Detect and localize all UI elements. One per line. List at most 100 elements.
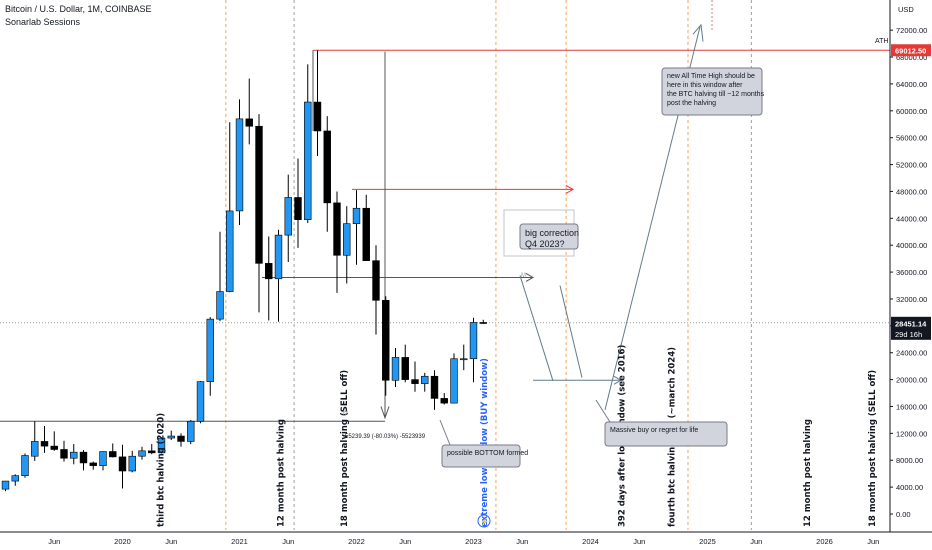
candle-body [51,446,58,449]
candle-body [178,436,185,441]
y-tick-label: 52000.00 [896,161,927,170]
x-tick-label: 2021 [231,537,248,546]
y-tick-label: 64000.00 [896,80,927,89]
candle-body [168,436,175,438]
candle-body [363,208,370,260]
y-tick-label: 48000.00 [896,187,927,196]
vertical-label: 12 month post halving [276,419,286,527]
candle-body [197,382,204,422]
y-tick-label: 40000.00 [896,241,927,250]
candle-body [236,119,243,211]
candle-body [90,463,97,466]
y-tick-label: 32000.00 [896,295,927,304]
y-tick-label: 24000.00 [896,349,927,358]
y-tick-label: 60000.00 [896,107,927,116]
x-tick-label: Jun [867,537,879,546]
candle-body [421,376,428,383]
buy-callout-box [605,422,727,446]
candle-body [343,224,350,256]
candle-body [285,197,292,235]
candle-body [314,102,321,131]
candle-body [324,131,331,203]
candle-body [41,441,48,446]
candle-body [119,457,126,471]
candle-body [470,322,477,358]
candle-body [480,322,487,323]
candle-body [382,300,389,380]
last-price-label: 28451.14 [895,319,927,328]
candle-body [109,452,116,457]
ath-badge-label: 69012.50 [895,47,926,56]
buy-callout-text: Massive buy or regret for life [610,427,698,434]
candle-body [256,126,263,263]
candle-body [100,452,107,466]
lightning-icon: ⚡ [480,517,489,526]
y-tick-label: 56000.00 [896,134,927,143]
x-tick-label: Jun [750,537,762,546]
ath-window-callout-text: post the halving [667,100,716,107]
y-tick-label: 0.00 [896,510,911,519]
annotations: big correctionQ4 2023? new All Time High … [343,68,765,527]
candle-body [392,357,399,380]
candle-body [451,359,458,403]
candle-body [217,292,224,320]
vertical-labels: third btc halving (2020) 12 month post ha… [156,345,878,527]
x-tick-label: Jun [165,537,177,546]
candle-body [460,359,467,360]
candle-body [61,449,68,458]
candle-body [265,263,272,278]
vertical-label: third btc halving (2020) [156,413,166,527]
candle-body [304,102,311,220]
candle-body [373,261,380,301]
correction-callout-text: big correction [525,228,579,238]
vertical-label: 18 month post halving (SELL off) [868,370,878,527]
ath-window-callout-text: the BTC halving till ~12 months [667,91,765,98]
candle-body [22,456,29,476]
ath-name: ATH [875,38,888,45]
candles [2,50,487,491]
chart-title: Bitcoin / U.S. Dollar, 1M, COINBASE [5,4,152,14]
candle-body [12,476,19,481]
candle-body [412,380,419,384]
indicator-name: Sonarlab Sessions [5,17,80,27]
ath-window-callout-text: new All Time High should be [667,73,755,80]
x-tick-label: 2026 [816,537,833,546]
candle-body [441,398,448,403]
correction-arrow-line-2 [560,286,582,378]
candle-body [275,235,282,279]
y-tick-label: 72000.00 [896,26,927,35]
correction-callout-text: Q4 2023? [525,239,565,249]
time-axis: Jun 2020 Jun 2021 Jun 2022 Jun 2023 Jun 2024 Jun 20… [0,532,932,546]
x-tick-label: 2023 [465,537,482,546]
y-tick-label: 44000.00 [896,214,927,223]
vertical-label: extreme low window (BUY window) [480,358,490,527]
x-tick-label: Jun [399,537,411,546]
x-tick-label: Jun [282,537,294,546]
y-tick-label: 36000.00 [896,268,927,277]
bottom-callout-text: possible BOTTOM formed [447,450,528,457]
candle-body [207,319,214,381]
candle-body [334,203,341,255]
currency-label: USD [898,5,914,14]
candle-body [129,456,136,471]
vertical-label: 18 month post halving (SELL off) [340,370,350,527]
candle-body [402,357,409,379]
bottom-callout-tail [440,420,450,445]
x-tick-label: 2022 [348,537,365,546]
last-price-countdown: 29d 16h [895,330,922,339]
buy-callout-tail [596,400,610,422]
candle-body [139,451,146,456]
price-axis: USD 0.00 4000.00 8000.00 12000.00 16000.00 200… [875,0,932,550]
x-tick-label: Jun [633,537,645,546]
y-tick-label: 4000.00 [896,483,923,492]
x-tick-label: 2024 [582,537,599,546]
y-tick-label: 20000.00 [896,376,927,385]
candle-body [431,376,438,398]
ath-window-callout-text: here in this window after [667,82,743,89]
y-tick-label: 12000.00 [896,429,927,438]
candle-body [80,452,87,463]
marker-m: M [521,273,526,279]
candle-body [226,211,233,292]
x-tick-label: Jun [48,537,60,546]
